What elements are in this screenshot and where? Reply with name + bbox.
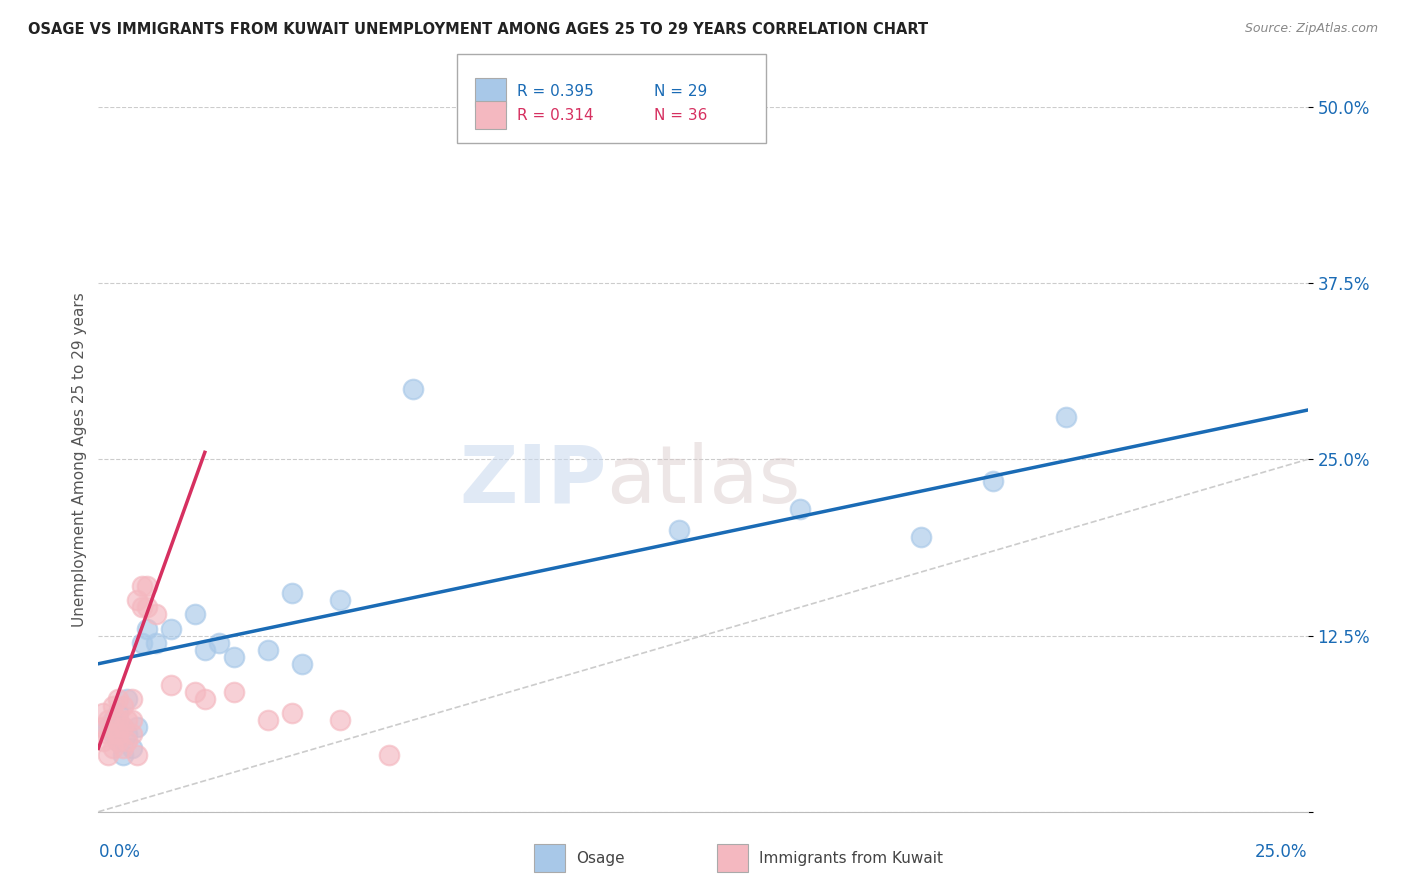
Point [97, 713, 120, 727]
Point [117, 734, 139, 748]
Point [281, 586, 304, 600]
Point [208, 635, 231, 649]
Point [111, 720, 134, 734]
Point [222, 685, 245, 699]
Point [145, 607, 167, 622]
Point [97, 748, 120, 763]
Point [111, 748, 134, 763]
Point [145, 635, 167, 649]
Point [91, 734, 114, 748]
Point [121, 692, 143, 706]
Point [101, 699, 124, 714]
Point [107, 734, 129, 748]
Text: atlas: atlas [606, 442, 800, 519]
Text: ZIP: ZIP [458, 442, 606, 519]
Text: Osage: Osage [576, 851, 626, 865]
Point [329, 713, 352, 727]
Point [117, 713, 139, 727]
Point [127, 593, 149, 607]
Point [668, 523, 690, 537]
Point [256, 642, 278, 657]
Point [981, 474, 1004, 488]
Point [111, 741, 134, 756]
Text: Source: ZipAtlas.com: Source: ZipAtlas.com [1244, 22, 1378, 36]
Point [101, 741, 124, 756]
Text: OSAGE VS IMMIGRANTS FROM KUWAIT UNEMPLOYMENT AMONG AGES 25 TO 29 YEARS CORRELATI: OSAGE VS IMMIGRANTS FROM KUWAIT UNEMPLOY… [28, 22, 928, 37]
Point [117, 727, 139, 741]
Point [107, 734, 129, 748]
Text: R = 0.395: R = 0.395 [517, 85, 595, 99]
Text: N = 36: N = 36 [654, 108, 707, 122]
Point [160, 622, 183, 636]
Point [101, 727, 124, 741]
Point [377, 748, 399, 763]
Point [290, 657, 312, 671]
Text: 0.0%: 0.0% [98, 843, 141, 861]
Point [121, 741, 143, 756]
Point [91, 720, 114, 734]
Point [184, 607, 207, 622]
Y-axis label: Unemployment Among Ages 25 to 29 years: Unemployment Among Ages 25 to 29 years [72, 292, 87, 627]
Point [194, 642, 217, 657]
Point [256, 713, 278, 727]
Point [184, 685, 207, 699]
Point [160, 678, 183, 692]
Point [1054, 410, 1077, 425]
Point [127, 720, 149, 734]
Point [910, 530, 932, 544]
Text: N = 29: N = 29 [654, 85, 707, 99]
Point [135, 622, 157, 636]
Point [101, 720, 124, 734]
Point [127, 748, 149, 763]
Point [97, 720, 120, 734]
Point [135, 600, 157, 615]
Point [121, 713, 143, 727]
Text: Immigrants from Kuwait: Immigrants from Kuwait [759, 851, 943, 865]
Point [131, 635, 153, 649]
Point [222, 649, 245, 664]
Text: 25.0%: 25.0% [1256, 843, 1308, 861]
Point [107, 713, 129, 727]
Text: R = 0.314: R = 0.314 [517, 108, 593, 122]
Point [131, 600, 153, 615]
Point [117, 692, 139, 706]
Point [101, 713, 124, 727]
Point [194, 692, 217, 706]
Point [402, 382, 425, 396]
Point [789, 501, 811, 516]
Point [107, 706, 129, 720]
Point [135, 579, 157, 593]
Point [111, 699, 134, 714]
Point [281, 706, 304, 720]
Point [121, 727, 143, 741]
Point [97, 727, 120, 741]
Point [131, 579, 153, 593]
Point [107, 692, 129, 706]
Point [107, 727, 129, 741]
Point [111, 720, 134, 734]
Point [91, 706, 114, 720]
Point [329, 593, 352, 607]
